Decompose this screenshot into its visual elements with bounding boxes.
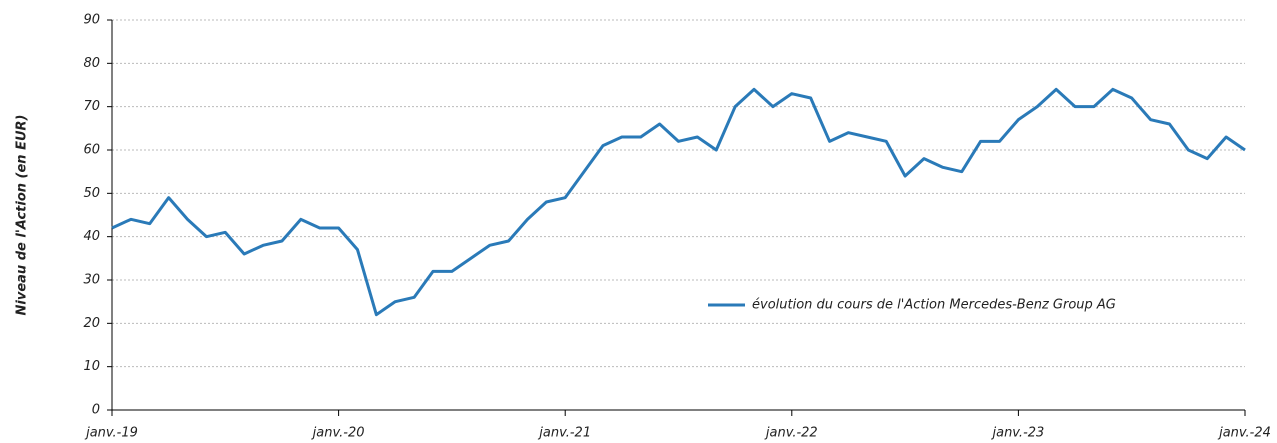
y-tick-label: 60 — [83, 143, 100, 158]
y-axis-label: Niveau de l'Action (en EUR) — [15, 115, 30, 316]
legend-label: évolution du cours de l'Action Mercedes-… — [752, 298, 1116, 313]
x-tick-label: janv.-23 — [990, 426, 1044, 441]
y-tick-label: 80 — [83, 56, 100, 71]
y-tick-label: 90 — [83, 13, 100, 28]
x-tick-label: janv.-19 — [84, 426, 138, 441]
y-tick-label: 50 — [83, 186, 100, 201]
series-line — [111, 87, 1246, 317]
y-tick-label: 10 — [83, 359, 100, 374]
y-tick-label: 20 — [83, 316, 100, 331]
y-tick-label: 70 — [83, 99, 100, 114]
y-tick-label: 40 — [83, 229, 100, 244]
x-tick-label: janv.-24 — [1217, 426, 1271, 441]
y-tick-label: 0 — [92, 403, 100, 418]
x-tick-label: janv.-20 — [311, 426, 365, 441]
x-tick-label: janv.-21 — [537, 426, 591, 441]
x-tick-label: janv.-22 — [764, 426, 818, 441]
y-tick-label: 30 — [83, 273, 100, 288]
